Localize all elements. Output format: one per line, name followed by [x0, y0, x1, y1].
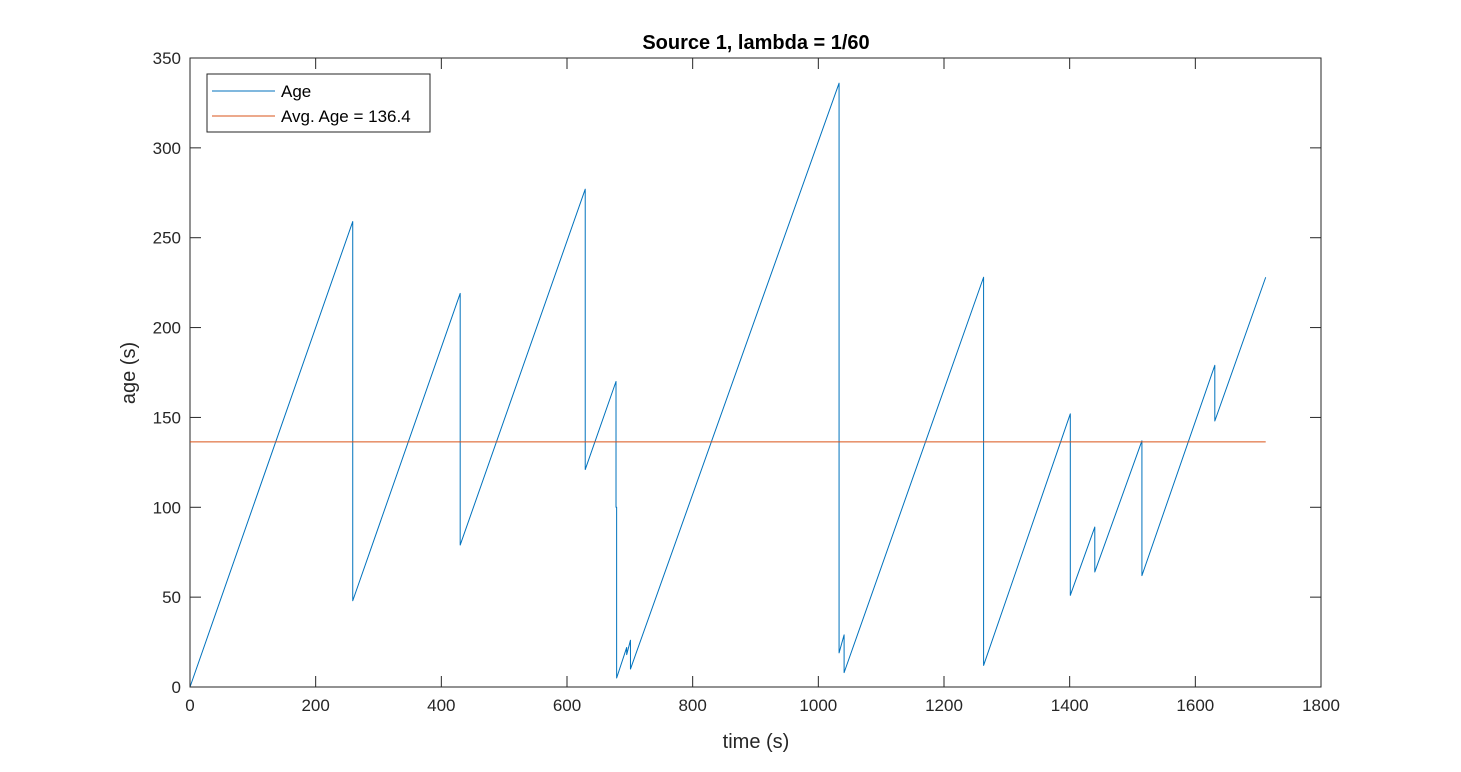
x-axis-ticks: 0 200 400 600 800 1000 1200 1400 1600 1800: [185, 58, 1340, 715]
series-line-age: [189, 82, 1267, 688]
legend-label-avg-age: Avg. Age = 136.4: [281, 107, 411, 126]
y-tick-label: 350: [153, 49, 181, 68]
x-tick-label: 800: [678, 696, 706, 715]
y-tick-label: 100: [153, 498, 181, 517]
legend-label-age: Age: [281, 82, 311, 101]
x-tick-label: 1600: [1176, 696, 1214, 715]
x-tick-label: 1200: [925, 696, 963, 715]
y-axis-label: age (s): [118, 342, 140, 404]
legend: Age Avg. Age = 136.4: [206, 73, 431, 133]
chart-title: Source 1, lambda = 1/60: [642, 32, 869, 54]
y-tick-label: 200: [153, 319, 181, 338]
plot-area: 0 200 400 600 800 1000 1200 1400 1600 1800 0 50 100…: [153, 49, 1340, 715]
y-tick-label: 250: [153, 229, 181, 248]
x-tick-label: 1000: [799, 696, 837, 715]
y-tick-label: 0: [172, 678, 181, 697]
legend-box: [206, 73, 431, 133]
y-tick-label: 150: [153, 408, 181, 427]
x-tick-label: 1400: [1051, 696, 1089, 715]
series-layer: [189, 82, 1267, 688]
y-tick-label: 300: [153, 139, 181, 158]
y-tick-label: 50: [162, 588, 181, 607]
x-tick-label: 0: [185, 696, 194, 715]
x-tick-label: 400: [427, 696, 455, 715]
x-tick-label: 200: [301, 696, 329, 715]
y-axis-ticks: 0 50 100 150 200 250 300 350: [153, 49, 1321, 697]
axes-box: [189, 57, 1322, 688]
x-tick-label: 1800: [1302, 696, 1340, 715]
x-axis-label: time (s): [723, 731, 790, 753]
x-tick-label: 600: [553, 696, 581, 715]
